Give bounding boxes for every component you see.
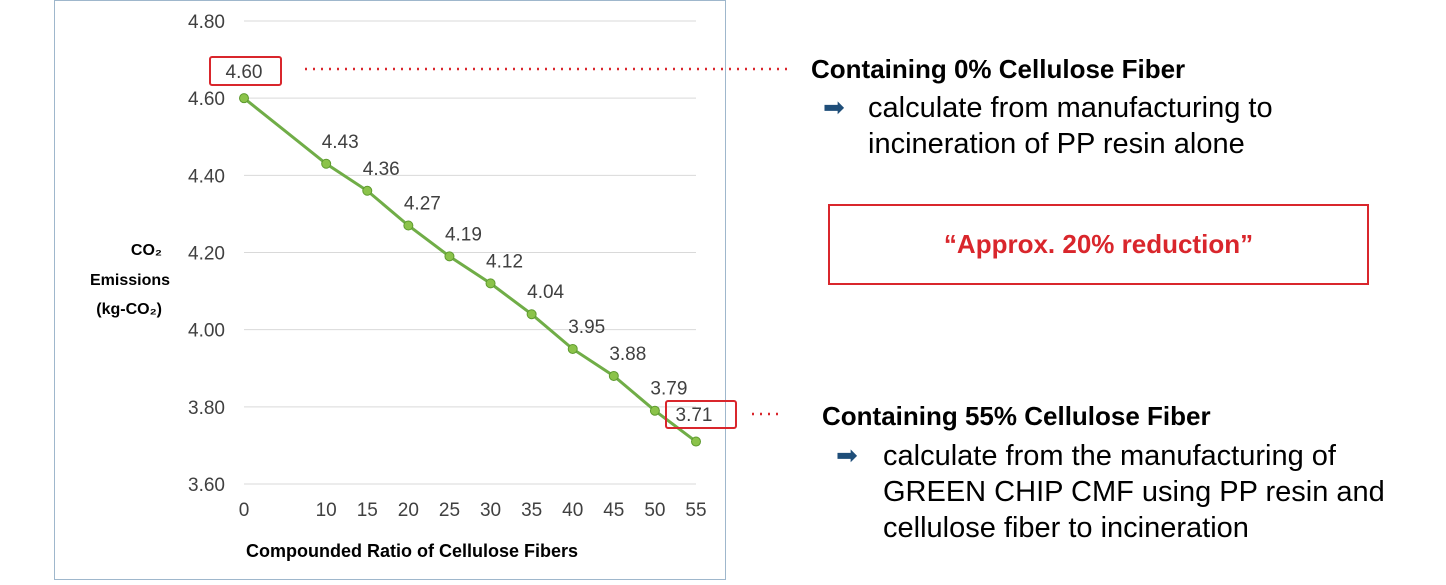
data-point [403, 220, 414, 231]
x-tick-label: 50 [644, 500, 665, 521]
x-tick-label: 15 [357, 500, 378, 521]
data-label: 4.19 [445, 224, 482, 245]
data-label: 4.27 [404, 193, 441, 214]
y-axis-label-line2: Emissions [90, 272, 171, 289]
y-tick-label: 4.60 [188, 89, 225, 110]
reduction-callout: “Approx. 20% reduction” [828, 204, 1369, 285]
data-point [691, 436, 701, 447]
x-tick-label: 10 [316, 500, 337, 521]
top-annotation-heading: Containing 0% Cellulose Fiber [811, 54, 1186, 84]
data-point [526, 309, 537, 320]
data-point [567, 343, 578, 354]
x-tick-label: 40 [562, 500, 583, 521]
data-label: 3.79 [650, 379, 687, 400]
data-point [649, 405, 660, 416]
top-annotation-line1: calculate from manufacturing to [868, 92, 1273, 124]
bottom-annotation-line1: calculate from the manufacturing of [883, 440, 1336, 472]
data-label: 3.71 [676, 405, 713, 426]
chart-frame [54, 0, 726, 580]
highlight-box-end [665, 400, 737, 429]
x-tick-label: 0 [239, 500, 250, 521]
data-point [362, 185, 373, 196]
x-tick-label: 45 [603, 500, 624, 521]
bottom-arrow-icon: ➡ [836, 440, 858, 470]
reduction-text: “Approx. 20% reduction” [943, 229, 1254, 259]
y-tick-label: 3.60 [188, 475, 225, 496]
data-label: 4.43 [322, 132, 359, 153]
data-label: 4.36 [363, 159, 400, 180]
data-point [321, 158, 332, 169]
x-tick-label: 25 [439, 500, 460, 521]
highlight-box-start [209, 56, 282, 86]
data-label: 4.60 [226, 62, 263, 83]
y-axis-label-line3: (kg-CO₂) [96, 301, 162, 318]
x-tick-label: 30 [480, 500, 501, 521]
x-axis-title: Compounded Ratio of Cellulose Fibers [246, 541, 579, 561]
y-tick-label: 4.00 [188, 321, 225, 342]
data-point [444, 251, 455, 262]
x-tick-label: 20 [398, 500, 419, 521]
y-axis-label-line1: CO₂ [130, 242, 162, 259]
y-tick-label: 4.80 [188, 12, 225, 33]
y-tick-label: 3.80 [188, 398, 225, 419]
y-tick-label: 4.20 [188, 244, 225, 265]
data-point [485, 278, 496, 289]
data-label: 3.95 [568, 317, 605, 338]
bottom-annotation-line3: cellulose fiber to incineration [883, 512, 1249, 544]
x-tick-label: 55 [685, 500, 706, 521]
top-arrow-icon: ➡ [823, 92, 845, 122]
bottom-annotation-heading: Containing 55% Cellulose Fiber [822, 401, 1211, 431]
data-label: 4.04 [527, 282, 564, 303]
bottom-annotation-line2: GREEN CHIP CMF using PP resin and [883, 476, 1385, 508]
x-tick-label: 35 [521, 500, 542, 521]
y-tick-label: 4.40 [188, 166, 225, 187]
data-label: 3.88 [609, 344, 646, 365]
series-line [243, 96, 697, 443]
top-annotation-line2: incineration of PP resin alone [868, 128, 1245, 160]
data-point [608, 370, 619, 381]
data-point [239, 93, 249, 104]
data-label: 4.12 [486, 251, 523, 272]
